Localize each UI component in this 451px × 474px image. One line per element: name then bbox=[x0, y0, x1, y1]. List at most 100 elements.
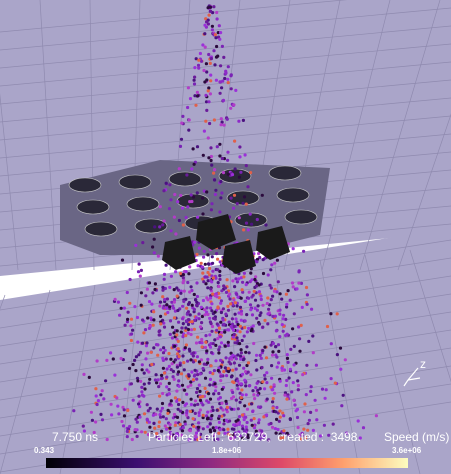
particle bbox=[210, 309, 213, 312]
particle bbox=[165, 417, 168, 420]
particle bbox=[203, 24, 206, 27]
particle bbox=[196, 295, 199, 298]
particle bbox=[231, 279, 234, 282]
particle bbox=[248, 384, 251, 387]
particle bbox=[144, 431, 147, 434]
particle bbox=[212, 342, 215, 345]
particle bbox=[130, 318, 133, 321]
particle bbox=[159, 205, 162, 208]
particle bbox=[117, 301, 120, 304]
particle bbox=[230, 397, 233, 400]
particle bbox=[162, 351, 165, 354]
particle bbox=[362, 426, 365, 429]
particle bbox=[138, 263, 141, 266]
particle bbox=[82, 373, 85, 376]
particle bbox=[228, 321, 231, 324]
particle bbox=[240, 313, 243, 316]
particle bbox=[306, 293, 309, 296]
particle bbox=[255, 317, 258, 320]
particle bbox=[239, 358, 242, 361]
particle bbox=[244, 351, 247, 354]
particle bbox=[238, 415, 241, 418]
particle bbox=[194, 412, 197, 415]
particle bbox=[153, 238, 156, 241]
particle bbox=[213, 338, 216, 341]
particle bbox=[174, 424, 177, 427]
particle bbox=[243, 379, 246, 382]
particle bbox=[293, 403, 296, 406]
particle bbox=[278, 309, 281, 312]
particle bbox=[206, 271, 209, 274]
particle bbox=[190, 371, 193, 374]
particle bbox=[176, 295, 179, 298]
particle bbox=[178, 398, 181, 401]
particle bbox=[155, 381, 158, 384]
particle bbox=[209, 62, 212, 65]
particle bbox=[209, 320, 212, 323]
particle bbox=[198, 390, 201, 393]
particle bbox=[224, 345, 227, 348]
particle bbox=[139, 275, 142, 278]
particle bbox=[296, 379, 299, 382]
particle bbox=[255, 354, 258, 357]
particle bbox=[253, 290, 256, 293]
particle bbox=[197, 421, 200, 424]
particle bbox=[201, 345, 204, 348]
particle bbox=[250, 278, 253, 281]
particle bbox=[175, 390, 178, 393]
particle bbox=[105, 359, 108, 362]
particle bbox=[126, 409, 129, 412]
particle bbox=[287, 289, 290, 292]
particle bbox=[207, 89, 210, 92]
particle bbox=[204, 46, 207, 49]
particle bbox=[151, 245, 154, 248]
particle bbox=[232, 381, 235, 384]
particle bbox=[201, 403, 204, 406]
particle bbox=[202, 69, 205, 72]
particle bbox=[176, 416, 179, 419]
particle bbox=[190, 333, 193, 336]
particle bbox=[236, 202, 239, 205]
particle bbox=[174, 232, 177, 235]
particle bbox=[193, 82, 196, 85]
particle bbox=[207, 262, 210, 265]
particle bbox=[90, 411, 93, 414]
particle bbox=[134, 418, 137, 421]
particle bbox=[166, 367, 169, 370]
particle bbox=[243, 195, 246, 198]
particle bbox=[227, 341, 230, 344]
particle bbox=[230, 325, 233, 328]
hole bbox=[269, 166, 301, 180]
particle bbox=[204, 120, 207, 123]
particle bbox=[195, 304, 198, 307]
particle bbox=[289, 418, 292, 421]
particle bbox=[295, 409, 298, 412]
particle bbox=[245, 313, 248, 316]
particle bbox=[246, 330, 249, 333]
particle bbox=[212, 409, 215, 412]
particle bbox=[282, 314, 285, 317]
particle bbox=[180, 122, 183, 125]
particle bbox=[215, 79, 218, 82]
particle bbox=[239, 306, 242, 309]
particle bbox=[259, 387, 262, 390]
particle bbox=[277, 361, 280, 364]
particle bbox=[216, 409, 219, 412]
particle bbox=[160, 374, 163, 377]
particle bbox=[222, 171, 225, 174]
particle bbox=[280, 367, 283, 370]
particle bbox=[180, 138, 183, 141]
particle bbox=[289, 299, 292, 302]
particle bbox=[213, 382, 216, 385]
particle bbox=[183, 389, 186, 392]
particle bbox=[312, 351, 315, 354]
particle bbox=[223, 331, 226, 334]
particle bbox=[156, 408, 159, 411]
particle bbox=[237, 277, 240, 280]
particle bbox=[163, 219, 166, 222]
particle bbox=[305, 364, 308, 367]
particle bbox=[182, 281, 185, 284]
particle bbox=[165, 357, 168, 360]
particle bbox=[216, 337, 219, 340]
particle bbox=[262, 272, 265, 275]
